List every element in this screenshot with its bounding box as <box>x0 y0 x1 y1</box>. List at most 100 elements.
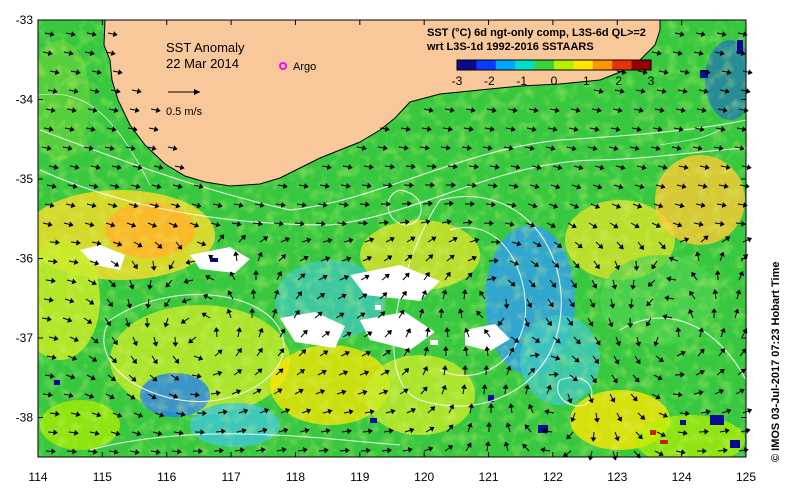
current-arrow-head <box>105 320 111 326</box>
current-arrow-head <box>262 236 269 242</box>
current-arrow-head <box>257 368 263 374</box>
current-arrow-head <box>280 328 286 334</box>
current-arrow-head <box>185 259 191 266</box>
current-arrow-head <box>342 220 347 227</box>
current-arrow-head <box>662 314 668 320</box>
current-arrow-head <box>47 221 53 228</box>
current-arrow-head <box>96 240 102 247</box>
current-arrow-head <box>200 429 205 436</box>
current-arrow-head <box>117 241 123 247</box>
current-arrow-head <box>390 163 395 170</box>
current-arrow-head <box>405 219 410 226</box>
current-arrow-head <box>51 183 57 190</box>
current-arrow-head <box>655 145 661 152</box>
current-arrow-head <box>688 308 694 315</box>
current-arrow-head <box>721 202 727 208</box>
current-arrow-head <box>404 347 410 354</box>
current-arrow-head <box>430 406 436 412</box>
current-arrow-head <box>347 164 353 170</box>
current-arrow-head <box>567 398 573 404</box>
current-arrow-head <box>422 386 428 392</box>
current-arrow-head <box>476 310 482 317</box>
map-date: 22 Mar 2014 <box>166 56 239 71</box>
current-arrow-head <box>164 301 170 308</box>
current-arrow-head <box>574 263 580 269</box>
current-arrow-head <box>577 243 583 249</box>
current-arrow-head <box>115 430 121 437</box>
current-arrow-head <box>711 308 718 313</box>
current-arrow-head <box>110 375 116 381</box>
current-arrow-head <box>364 274 370 280</box>
current-arrow-head <box>613 145 619 152</box>
current-arrow-head <box>281 447 287 453</box>
current-arrow-head <box>740 368 746 374</box>
current-arrow-head <box>703 235 709 241</box>
current-arrow-head <box>444 327 451 332</box>
lon-tick-label: 122 <box>543 470 563 484</box>
lon-tick-label: 119 <box>350 470 369 484</box>
current-arrow-head <box>724 428 730 434</box>
current-arrow-head <box>86 318 93 324</box>
header-line-1: SST (°C) 6d ngt-only comp, L3S-6d QL>=2 <box>427 27 646 39</box>
current-arrow-head <box>250 289 257 294</box>
current-arrow-head <box>71 355 78 361</box>
current-arrow-head <box>384 126 390 132</box>
current-arrow-head <box>546 320 552 326</box>
current-arrow-head <box>615 340 621 347</box>
current-arrow-head <box>205 274 211 281</box>
current-arrow-head <box>348 237 354 244</box>
lon-tick-label: 125 <box>736 470 756 484</box>
current-arrow-head <box>283 427 289 434</box>
current-arrow-head <box>489 220 494 227</box>
current-arrow-head <box>94 88 100 94</box>
current-arrow-head <box>491 107 497 113</box>
current-arrow-head <box>513 260 520 266</box>
current-arrow-head <box>522 443 528 449</box>
current-arrow-head <box>94 260 100 266</box>
current-arrow-head <box>705 69 711 75</box>
current-arrow-head <box>611 284 618 290</box>
current-arrow-head <box>213 327 220 332</box>
current-arrow-head <box>152 358 158 365</box>
current-arrow-head <box>343 274 349 281</box>
current-arrow-head <box>524 424 530 430</box>
current-arrow-head <box>471 255 477 262</box>
current-arrow-head <box>421 289 427 296</box>
current-arrow-head <box>403 388 409 394</box>
current-arrow-head <box>530 222 536 228</box>
current-arrow-head <box>384 273 390 279</box>
current-arrow-head <box>724 88 730 94</box>
current-arrow-head <box>341 293 347 299</box>
current-arrow-head <box>641 164 647 171</box>
sst-field <box>38 20 746 457</box>
current-arrow-head <box>660 431 666 438</box>
current-arrow-head <box>550 145 556 152</box>
current-arrow-head <box>636 126 642 133</box>
current-arrow-head <box>655 222 661 229</box>
current-arrow-head <box>301 201 307 208</box>
current-arrow-head <box>365 201 370 208</box>
current-arrow-head <box>510 281 516 287</box>
current-arrow-head <box>341 389 347 396</box>
current-arrow-head <box>576 183 582 190</box>
current-arrow-head <box>96 411 102 418</box>
current-arrow-head <box>570 417 576 423</box>
current-arrow-head <box>75 411 81 418</box>
current-arrow-head <box>447 445 454 451</box>
current-arrow-head <box>512 107 518 113</box>
current-arrow-head <box>112 31 118 37</box>
current-arrow-head <box>550 222 556 229</box>
current-arrow-head <box>90 375 96 381</box>
current-arrow-head <box>424 327 431 332</box>
current-arrow-head <box>112 202 118 209</box>
current-arrow-head <box>449 200 454 207</box>
current-arrow-head <box>365 350 371 357</box>
current-arrow-head <box>273 289 280 295</box>
current-arrow-head <box>719 251 725 257</box>
current-arrow-head <box>555 338 561 344</box>
current-arrow-head <box>540 447 546 453</box>
current-arrow-head <box>488 403 495 408</box>
header-line-2: wrt L3S-1d 1992-2016 SSTAARS <box>426 41 594 53</box>
current-arrow-head <box>494 257 499 264</box>
current-arrow-head <box>235 389 242 395</box>
